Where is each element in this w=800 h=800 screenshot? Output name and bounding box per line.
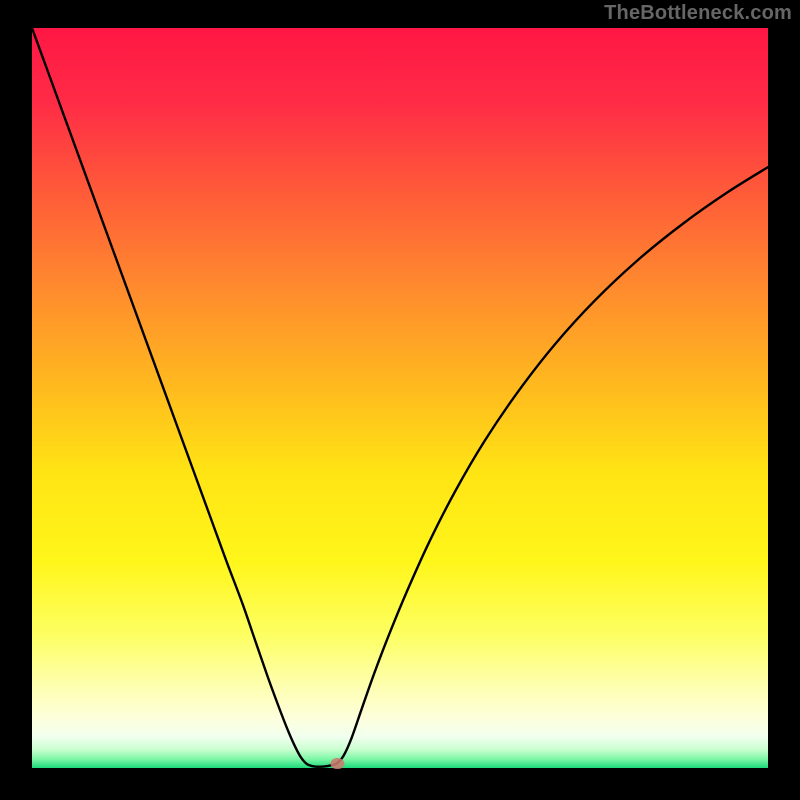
optimum-marker	[330, 758, 344, 769]
plot-area	[32, 28, 768, 768]
chart-container: TheBottleneck.com	[0, 0, 800, 800]
bottleneck-curve	[32, 28, 768, 768]
curve-path	[32, 28, 768, 767]
watermark-text: TheBottleneck.com	[604, 2, 792, 25]
